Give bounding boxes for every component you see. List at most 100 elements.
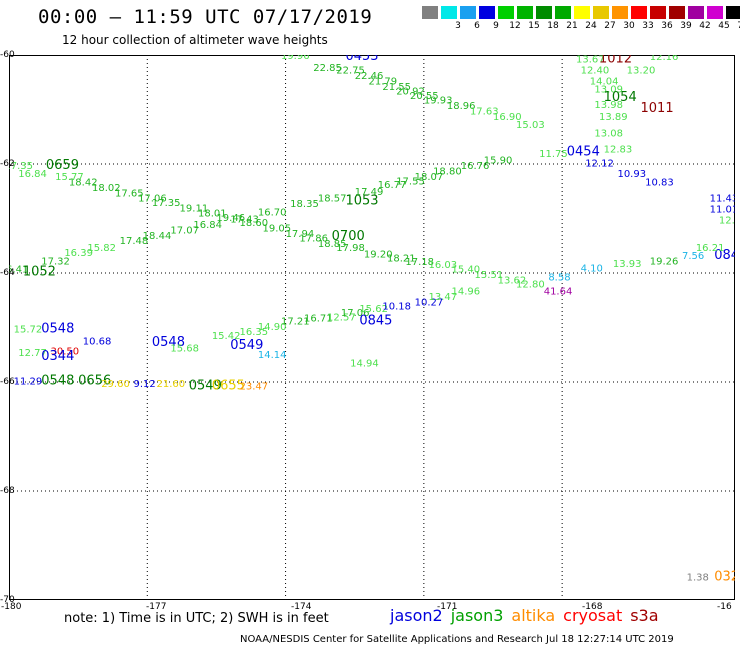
wave-height-value: 16.35 xyxy=(239,327,268,338)
wave-height-value: 14.90 xyxy=(258,322,287,333)
legend-swatch xyxy=(688,6,704,19)
pass-time-label: 0549 xyxy=(189,379,222,394)
wave-height-value: 17.18 xyxy=(405,257,434,268)
legend-swatch xyxy=(669,6,685,19)
wave-height-value: 13.09 xyxy=(594,85,623,96)
legend-value: 12 xyxy=(509,21,521,31)
wave-height-value: 12.57 xyxy=(327,313,356,324)
legend-value: 45 xyxy=(718,21,730,31)
wave-height-value: 18.57 xyxy=(318,194,347,205)
wave-height-value: 13.62 xyxy=(498,275,527,286)
pass-time-label: 0845 xyxy=(359,313,392,328)
wave-height-value: 13.93 xyxy=(613,259,642,270)
wave-height-value: 8.58 xyxy=(548,273,570,284)
latitude-label: -68 xyxy=(0,486,15,496)
wave-height-value: 11.01 xyxy=(710,205,735,216)
wave-height-value: 29.60 xyxy=(101,379,130,390)
wave-height-value: 12.53 xyxy=(719,216,735,227)
wave-height-value: 14.94 xyxy=(350,358,379,369)
wave-height-value: 19.93 xyxy=(424,96,453,107)
wave-height-value: 17.06 xyxy=(138,194,167,205)
wave-height-value: 21.60 xyxy=(157,379,186,390)
wave-height-value: 19.26 xyxy=(650,256,679,267)
legend-value: 15 xyxy=(528,21,540,31)
wave-height-value: 16.90 xyxy=(493,112,522,123)
pass-time-label: 0344 xyxy=(41,349,74,364)
wave-height-value: 17.35 xyxy=(152,198,181,209)
wave-height-value: 22.75 xyxy=(336,66,365,77)
map-title: 00:00 – 11:59 UTC 07/17/2019 xyxy=(38,6,373,28)
wave-height-value: 11.43 xyxy=(710,194,735,205)
wave-height-value: 10.27 xyxy=(415,297,444,308)
wave-height-value: 13.98 xyxy=(594,100,623,111)
wave-height-value: 22.46 xyxy=(355,71,384,82)
satellite-legend-item: jason2 xyxy=(390,606,443,625)
legend-swatch xyxy=(574,6,590,19)
pass-time-label: 0659 xyxy=(46,158,79,173)
wave-height-value: 16.39 xyxy=(64,248,93,259)
wave-height-value: 15.68 xyxy=(170,344,199,355)
wave-height-value: 23.47 xyxy=(239,382,268,393)
legend-swatch xyxy=(517,6,533,19)
legend-value: 27 xyxy=(604,21,616,31)
wave-height-value: 18.60 xyxy=(239,218,268,229)
legend-swatch xyxy=(479,6,495,19)
latitude-label: -66 xyxy=(0,377,15,387)
satellite-legend-item: cryosat xyxy=(563,606,623,625)
wave-height-value: 11.75 xyxy=(539,149,568,160)
pass-time-label: 1052 xyxy=(23,264,56,279)
legend-unit: (ft) xyxy=(735,21,740,31)
wave-height-value: 12.83 xyxy=(604,145,633,156)
legend-swatch xyxy=(631,6,647,19)
wave-height-value: 13.89 xyxy=(599,112,628,123)
wave-height-value: 15.90 xyxy=(484,156,513,167)
wave-height-value: 13.67 xyxy=(576,55,605,66)
wave-height-value: 17.98 xyxy=(336,243,365,254)
wave-height-value: 18.07 xyxy=(415,172,444,183)
wave-height-value: 16.76 xyxy=(461,161,490,172)
legend-value: 33 xyxy=(642,21,654,31)
pass-time-label: 0454 xyxy=(567,144,600,159)
wave-height-value: 10.18 xyxy=(382,302,411,313)
legend-swatch xyxy=(422,6,438,19)
pass-time-label: 0327 xyxy=(714,569,735,584)
wave-height-value: 18.44 xyxy=(143,231,172,242)
legend-value: 3 xyxy=(455,21,461,31)
legend-value: 21 xyxy=(566,21,578,31)
wave-height-value: 16.03 xyxy=(428,260,457,271)
wave-height-value: 22.85 xyxy=(313,63,342,74)
latitude-label: -64 xyxy=(0,268,15,278)
longitude-label: -171 xyxy=(437,602,458,612)
wave-height-value: 19.11 xyxy=(180,204,209,215)
longitude-label: -180 xyxy=(1,602,22,612)
map-frame xyxy=(9,55,735,600)
legend-swatch xyxy=(441,6,457,19)
pass-time-label: 0549 xyxy=(230,338,263,353)
wave-height-value: 14.14 xyxy=(258,350,287,361)
legend-swatch xyxy=(536,6,552,19)
latitude-label: -70 xyxy=(0,595,15,605)
longitude-label: -174 xyxy=(291,602,312,612)
pass-time-label: 0548 xyxy=(152,335,185,350)
wave-height-value: 17.49 xyxy=(355,187,384,198)
wave-height-value: 17.48 xyxy=(120,236,149,247)
wave-height-value: 18.96 xyxy=(447,101,476,112)
wave-height-value: 20.55 xyxy=(410,91,439,102)
latitude-label: -62 xyxy=(0,159,15,169)
pass-time-label: 0655 xyxy=(212,379,245,394)
wave-height-value: 15.03 xyxy=(516,120,545,131)
wave-height-value: 20.92 xyxy=(396,86,425,97)
pass-time-label: 1011 xyxy=(641,101,674,116)
wave-height-value: 4.10 xyxy=(581,263,603,274)
wave-height-value: 11.29 xyxy=(14,376,43,387)
wave-height-value: 17.43 xyxy=(230,214,259,225)
wave-height-value: 19.96 xyxy=(281,55,310,62)
wave-height-value: 21.55 xyxy=(382,82,411,93)
wave-height-value: 17.86 xyxy=(299,233,328,244)
wave-height-value: 19.20 xyxy=(364,249,393,260)
wave-height-value: 41.64 xyxy=(544,286,573,297)
map-plot-area: 19.96 0453 22.85 22.75 22.46 21.79 21.55 20.92 2… xyxy=(9,55,735,600)
legend-value: 6 xyxy=(474,21,480,31)
legend-value: 30 xyxy=(623,21,635,31)
legend-swatch xyxy=(593,6,609,19)
